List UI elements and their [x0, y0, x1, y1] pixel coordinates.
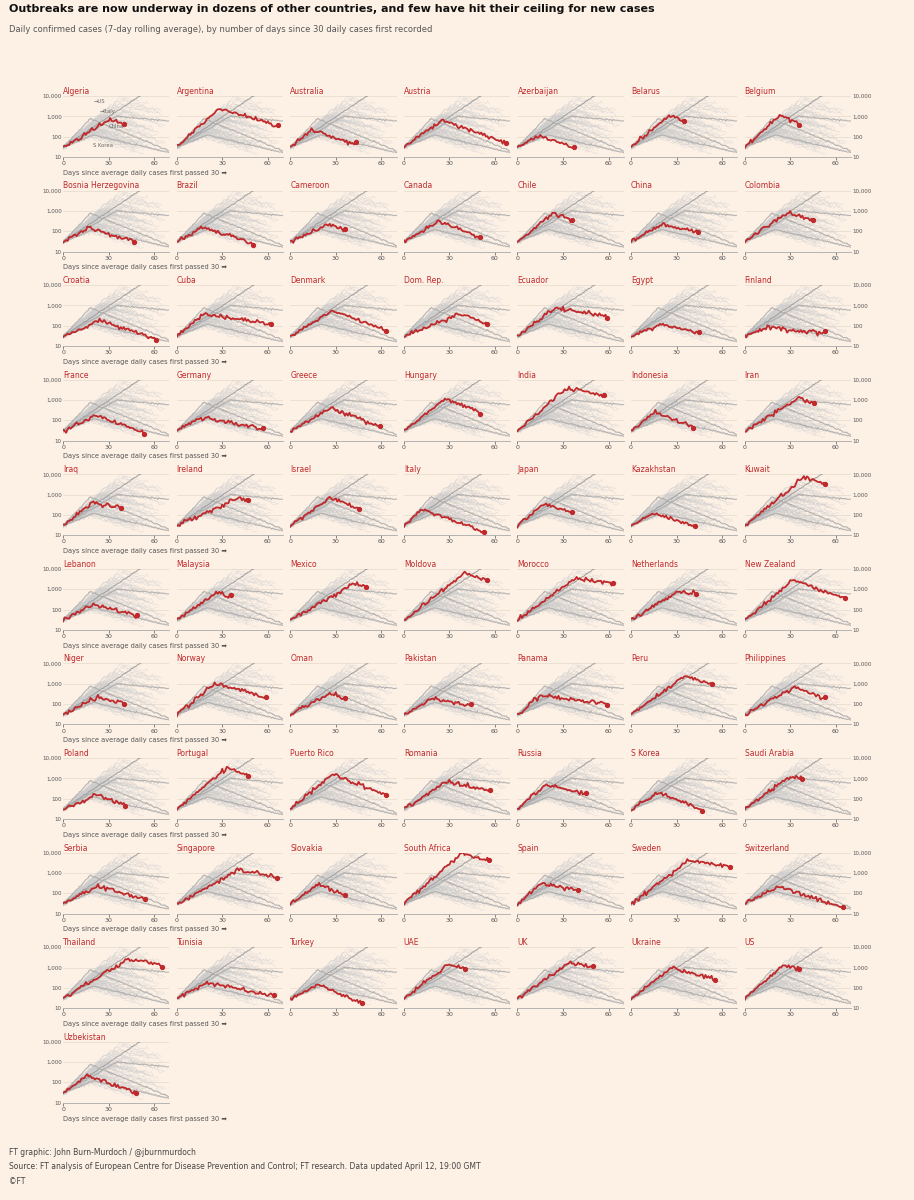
Text: Days since average daily cases first passed 30 ➡: Days since average daily cases first pas…	[63, 643, 227, 649]
Text: Romania: Romania	[404, 749, 438, 758]
Text: Days since average daily cases first passed 30 ➡: Days since average daily cases first pas…	[63, 737, 227, 743]
Text: Italy: Italy	[404, 466, 420, 474]
Text: Egypt: Egypt	[631, 276, 654, 286]
Text: S Korea: S Korea	[93, 144, 113, 149]
Text: →US: →US	[93, 98, 105, 103]
Text: Indonesia: Indonesia	[631, 371, 668, 379]
Text: Iraq: Iraq	[63, 466, 79, 474]
Text: Panama: Panama	[517, 654, 548, 664]
Text: Uzbekistan: Uzbekistan	[63, 1033, 106, 1042]
Text: Philippines: Philippines	[745, 654, 786, 664]
Text: Belgium: Belgium	[745, 86, 776, 96]
Text: Cuba: Cuba	[176, 276, 197, 286]
Text: Ecuador: Ecuador	[517, 276, 548, 286]
Text: Canada: Canada	[404, 181, 433, 191]
Text: Norway: Norway	[176, 654, 206, 664]
Text: UK: UK	[517, 938, 528, 947]
Text: Japan: Japan	[517, 466, 539, 474]
Text: Days since average daily cases first passed 30 ➡: Days since average daily cases first pas…	[63, 264, 227, 270]
Text: Source: FT analysis of European Centre for Disease Prevention and Control; FT re: Source: FT analysis of European Centre f…	[9, 1162, 481, 1171]
Text: Azerbaijan: Azerbaijan	[517, 86, 558, 96]
Text: Saudi Arabia: Saudi Arabia	[745, 749, 793, 758]
Text: FT graphic: John Burn-Murdoch / @jburnmurdoch: FT graphic: John Burn-Murdoch / @jburnmu…	[9, 1147, 196, 1157]
Text: →Italy: →Italy	[100, 109, 115, 114]
Text: Poland: Poland	[63, 749, 89, 758]
Text: Dom. Rep.: Dom. Rep.	[404, 276, 443, 286]
Text: Kuwait: Kuwait	[745, 466, 771, 474]
Text: Days since average daily cases first passed 30 ➡: Days since average daily cases first pas…	[63, 926, 227, 932]
Text: Finland: Finland	[745, 276, 772, 286]
Text: Mexico: Mexico	[291, 560, 317, 569]
Text: Spain: Spain	[517, 844, 539, 852]
Text: UAE: UAE	[404, 938, 420, 947]
Text: Morocco: Morocco	[517, 560, 549, 569]
Text: China: China	[109, 125, 123, 130]
Text: Greece: Greece	[291, 371, 317, 379]
Text: Croatia: Croatia	[63, 276, 90, 286]
Text: Israel: Israel	[291, 466, 312, 474]
Text: ©FT: ©FT	[9, 1176, 26, 1186]
Text: Algeria: Algeria	[63, 86, 90, 96]
Text: Pakistan: Pakistan	[404, 654, 436, 664]
Text: Ukraine: Ukraine	[631, 938, 661, 947]
Text: Chile: Chile	[517, 181, 537, 191]
Text: Denmark: Denmark	[291, 276, 325, 286]
Text: Belarus: Belarus	[631, 86, 660, 96]
Text: Singapore: Singapore	[176, 844, 216, 852]
Text: New Zealand: New Zealand	[745, 560, 795, 569]
Text: Turkey: Turkey	[291, 938, 315, 947]
Text: Days since average daily cases first passed 30 ➡: Days since average daily cases first pas…	[63, 1116, 227, 1122]
Text: Outbreaks are now underway in dozens of other countries, and few have hit their : Outbreaks are now underway in dozens of …	[9, 4, 654, 13]
Text: Brazil: Brazil	[176, 181, 198, 191]
Text: Puerto Rico: Puerto Rico	[291, 749, 334, 758]
Text: Colombia: Colombia	[745, 181, 781, 191]
Text: Malaysia: Malaysia	[176, 560, 210, 569]
Text: China: China	[631, 181, 653, 191]
Text: India: India	[517, 371, 537, 379]
Text: Moldova: Moldova	[404, 560, 436, 569]
Text: Days since average daily cases first passed 30 ➡: Days since average daily cases first pas…	[63, 832, 227, 838]
Text: Switzerland: Switzerland	[745, 844, 790, 852]
Text: Hungary: Hungary	[404, 371, 437, 379]
Text: Oman: Oman	[291, 654, 314, 664]
Text: Bosnia Herzegovina: Bosnia Herzegovina	[63, 181, 139, 191]
Text: S Korea: S Korea	[631, 749, 660, 758]
Text: Kazakhstan: Kazakhstan	[631, 466, 675, 474]
Text: Peru: Peru	[631, 654, 648, 664]
Text: Days since average daily cases first passed 30 ➡: Days since average daily cases first pas…	[63, 359, 227, 365]
Text: Days since average daily cases first passed 30 ➡: Days since average daily cases first pas…	[63, 169, 227, 175]
Text: Russia: Russia	[517, 749, 542, 758]
Text: Portugal: Portugal	[176, 749, 208, 758]
Text: Tunisia: Tunisia	[176, 938, 203, 947]
Text: Australia: Australia	[291, 86, 324, 96]
Text: Days since average daily cases first passed 30 ➡: Days since average daily cases first pas…	[63, 454, 227, 460]
Text: Days since average daily cases first passed 30 ➡: Days since average daily cases first pas…	[63, 1021, 227, 1027]
Text: US: US	[745, 938, 755, 947]
Text: Ireland: Ireland	[176, 466, 204, 474]
Text: Iran: Iran	[745, 371, 760, 379]
Text: Netherlands: Netherlands	[631, 560, 678, 569]
Text: Slovakia: Slovakia	[291, 844, 323, 852]
Text: Thailand: Thailand	[63, 938, 96, 947]
Text: South Africa: South Africa	[404, 844, 451, 852]
Text: Germany: Germany	[176, 371, 212, 379]
Text: Sweden: Sweden	[631, 844, 661, 852]
Text: Cameroon: Cameroon	[291, 181, 330, 191]
Text: France: France	[63, 371, 89, 379]
Text: Days since average daily cases first passed 30 ➡: Days since average daily cases first pas…	[63, 548, 227, 554]
Text: Daily confirmed cases (7-day rolling average), by number of days since 30 daily : Daily confirmed cases (7-day rolling ave…	[9, 25, 432, 34]
Text: Argentina: Argentina	[176, 86, 215, 96]
Text: Austria: Austria	[404, 86, 431, 96]
Text: Niger: Niger	[63, 654, 84, 664]
Text: Serbia: Serbia	[63, 844, 88, 852]
Text: Lebanon: Lebanon	[63, 560, 96, 569]
